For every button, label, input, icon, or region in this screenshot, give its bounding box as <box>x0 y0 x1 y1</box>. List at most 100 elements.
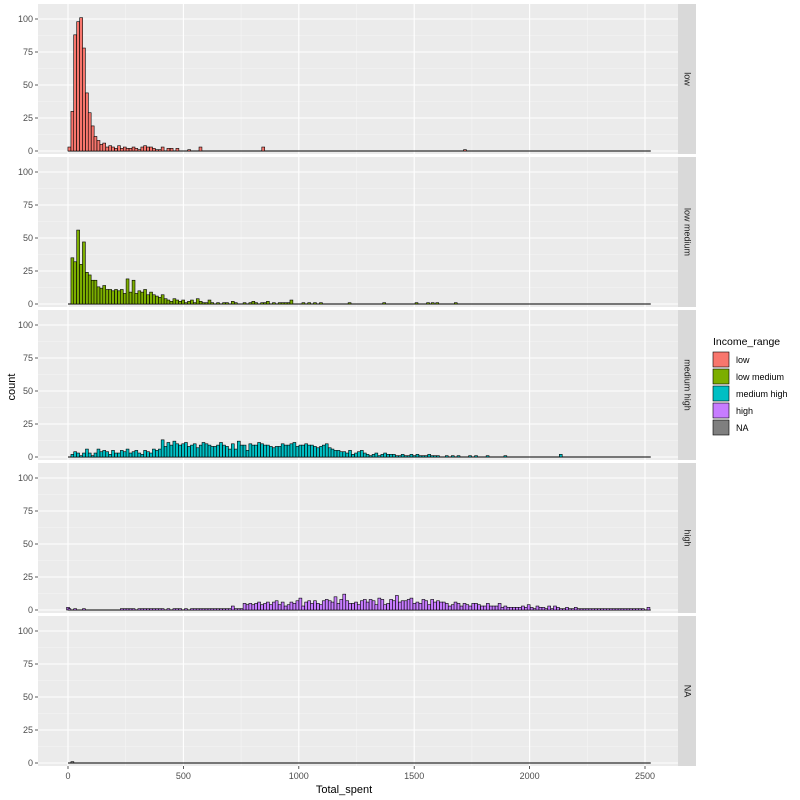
x-tick-label: 1000 <box>289 771 309 781</box>
histogram-bar <box>160 608 165 611</box>
histogram-bar <box>483 605 487 611</box>
histogram-bar <box>152 294 156 305</box>
histogram-bar <box>395 595 399 611</box>
histogram-bar <box>588 608 593 611</box>
histogram-bar <box>594 608 598 611</box>
histogram-bar <box>105 289 109 305</box>
histogram-bar <box>166 608 171 611</box>
histogram-bar <box>497 603 502 611</box>
x-axis: 0 500 1000 1500 2000 2500 <box>65 766 655 781</box>
histogram-bar <box>225 302 229 305</box>
y-tick-label: 100 <box>18 14 33 24</box>
legend-key <box>712 351 730 368</box>
histogram-bar <box>254 444 258 458</box>
histogram-bar <box>415 454 420 458</box>
histogram-bar <box>463 149 467 152</box>
histogram-bar <box>114 452 118 458</box>
histogram-bar <box>231 443 235 458</box>
histogram-bar <box>614 608 619 611</box>
histogram-bar <box>538 607 543 611</box>
histogram-bar <box>87 274 92 305</box>
histogram-bar <box>503 605 508 611</box>
histogram-bar <box>134 450 139 458</box>
histogram-bar <box>298 597 303 611</box>
histogram-bar <box>433 455 437 458</box>
histogram-bar <box>128 291 133 305</box>
histogram-bar <box>128 452 133 458</box>
histogram-bar <box>166 148 171 152</box>
histogram-bar <box>274 446 279 458</box>
histogram-bar <box>216 444 220 458</box>
legend-label: NA <box>736 423 749 433</box>
histogram-bar <box>102 450 106 458</box>
histogram-bar <box>260 604 264 611</box>
histogram-bar <box>526 604 531 611</box>
histogram-bar <box>73 34 77 152</box>
histogram-bar <box>131 608 136 611</box>
histogram-bar <box>412 455 417 458</box>
histogram-bar <box>351 454 355 458</box>
histogram-bar <box>430 302 435 305</box>
histogram-bar <box>365 454 370 458</box>
y-tick-label: 0 <box>28 146 33 156</box>
histogram-bar <box>228 608 232 611</box>
histogram-bar <box>231 605 235 611</box>
histogram-bar <box>486 603 490 611</box>
histogram-bar <box>351 603 355 611</box>
histogram-bar <box>377 455 382 458</box>
histogram-bar <box>146 608 150 611</box>
histogram-bar <box>544 608 548 611</box>
histogram-bar <box>70 761 75 764</box>
histogram-bar <box>93 279 98 305</box>
histogram-bar <box>283 302 288 305</box>
facet-panel-4: 0 25 50 75 100 NA <box>18 616 696 768</box>
histogram-bar <box>102 285 106 305</box>
y-tick-label: 75 <box>23 47 33 57</box>
histogram-bar <box>219 608 223 611</box>
y-tick-label: 0 <box>28 605 33 615</box>
histogram-bar <box>468 455 472 458</box>
legend-key <box>712 385 730 402</box>
histogram-bar <box>269 446 273 458</box>
histogram-bar <box>73 608 77 611</box>
histogram-bar <box>316 603 320 611</box>
histogram-bar <box>184 608 188 611</box>
histogram-bar <box>155 450 159 458</box>
histogram-bar <box>559 608 563 611</box>
histogram-bar <box>342 451 347 458</box>
facet-strip <box>678 157 696 307</box>
histogram-bar <box>386 454 390 458</box>
histogram-bar <box>535 605 540 611</box>
histogram-bar <box>87 452 92 458</box>
histogram-bar <box>175 608 179 611</box>
histogram-bar <box>266 444 270 458</box>
histogram-bar <box>242 444 247 458</box>
histogram-bar <box>137 608 142 611</box>
histogram-bar <box>261 146 266 152</box>
histogram-bar <box>518 607 522 611</box>
histogram-bar <box>494 605 499 611</box>
facet-strip-label: medium high <box>683 359 693 411</box>
histogram-bar <box>175 299 179 305</box>
facet-panel-1: 0 25 50 75 100 low medium <box>18 157 696 309</box>
histogram-bar <box>82 241 86 305</box>
histogram-bar <box>556 607 560 611</box>
facet-panel-0: 0 25 50 75 100 low <box>18 4 696 156</box>
histogram-bar <box>195 608 200 611</box>
histogram-bar <box>82 608 86 611</box>
histogram-bar <box>120 608 124 611</box>
legend-label: low medium <box>736 372 784 382</box>
histogram-bar <box>330 601 335 611</box>
histogram-bar <box>638 608 642 611</box>
legend-label: low <box>736 355 750 365</box>
histogram-bar <box>102 142 106 152</box>
histogram-bar <box>436 600 440 611</box>
histogram-bar <box>280 302 285 305</box>
y-axis-title: count <box>6 374 18 401</box>
histogram-bar <box>292 442 297 458</box>
histogram-bar <box>204 443 209 458</box>
histogram-bar <box>277 446 282 458</box>
histogram-bar <box>562 608 566 611</box>
histogram-bar <box>585 608 590 611</box>
histogram-bar <box>453 302 458 305</box>
